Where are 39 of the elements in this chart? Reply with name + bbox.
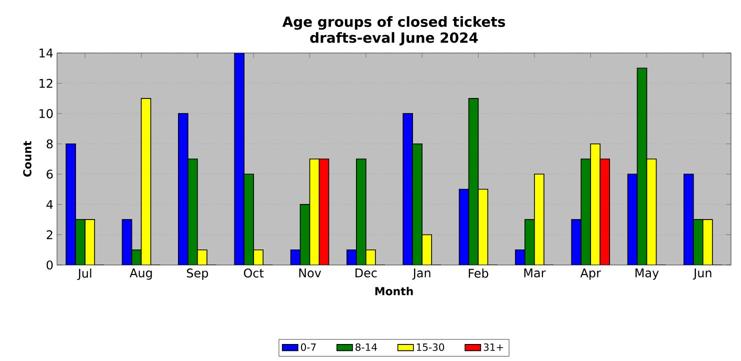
x-tick-label: Oct: [244, 268, 264, 278]
y-tick-label: 4: [46, 200, 53, 209]
x-tick-label: Jun: [692, 268, 712, 280]
y-tick-label: 12: [40, 78, 52, 88]
y-tick-label: 14: [40, 48, 53, 58]
y-tick-label: 8: [46, 139, 53, 148]
bar: [458, 188, 470, 265]
legend-label: 8-14: [356, 343, 377, 351]
y-axis-title: Count: [23, 141, 32, 177]
bar: [646, 158, 657, 265]
y-tick-label: 10: [40, 109, 53, 118]
x-tick-label: Apr: [580, 268, 601, 280]
x-tick-label: May: [636, 268, 659, 280]
x-tick-label: Dec: [356, 268, 377, 278]
legend-label: 0-7: [300, 343, 316, 351]
x-tick-label: Sep: [186, 268, 208, 280]
x-axis-title: Month: [375, 286, 413, 296]
y-tick-label: 0: [46, 260, 53, 270]
bar: [122, 219, 132, 265]
bar: [636, 68, 648, 265]
bar: [318, 158, 330, 265]
x-tick-label: Feb: [468, 268, 488, 278]
legend-label: 31+: [484, 343, 504, 351]
x-tick-label: Aug: [130, 268, 152, 280]
bar: [309, 158, 320, 265]
x-tick-label: Mar: [524, 268, 546, 278]
bar: [468, 98, 479, 265]
x-tick-label: Jul: [77, 268, 92, 280]
y-tick-label: 2: [46, 230, 52, 240]
chart-subtitle: drafts-eval June 2024: [310, 32, 478, 46]
legend-label: 15-30: [416, 343, 444, 351]
chart-title: Age groups of closed tickets: [282, 16, 506, 30]
x-tick-label: Nov: [299, 268, 322, 278]
bar: [140, 98, 152, 265]
x-tick-label: Jan: [412, 268, 430, 280]
y-tick-label: 6: [46, 170, 53, 179]
bar: [478, 188, 488, 265]
bar: [627, 174, 638, 265]
bar: [300, 204, 310, 265]
